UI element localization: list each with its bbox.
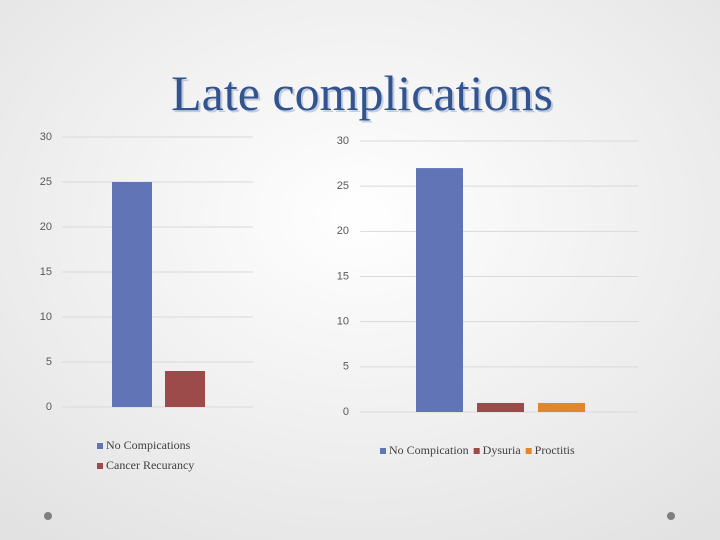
legend-label: Dysuria bbox=[483, 443, 522, 457]
bar bbox=[538, 402, 585, 412]
y-tick-label: 0 bbox=[343, 406, 349, 418]
y-tick-label: 25 bbox=[40, 176, 52, 188]
legend-swatch bbox=[97, 443, 103, 449]
legend-swatch bbox=[380, 448, 386, 454]
title-shadow: Late complications bbox=[173, 67, 555, 123]
bar bbox=[416, 168, 463, 412]
y-tick-label: 0 bbox=[46, 401, 52, 413]
legend-swatch bbox=[473, 448, 480, 454]
legend-swatch bbox=[97, 463, 103, 469]
y-tick-label: 10 bbox=[40, 311, 52, 323]
y-tick-label: 15 bbox=[337, 270, 349, 282]
y-tick-label: 20 bbox=[40, 221, 52, 233]
decoration-dot bbox=[667, 512, 675, 520]
y-tick-label: 25 bbox=[337, 180, 349, 192]
decoration-dot bbox=[44, 512, 52, 520]
legend-swatch bbox=[525, 448, 532, 454]
legend-label: Cancer Recurancy bbox=[106, 458, 194, 472]
y-tick-label: 30 bbox=[40, 131, 52, 143]
legend-label: No Compication bbox=[389, 443, 469, 457]
legend-label: No Compications bbox=[106, 438, 191, 452]
legend-label: Proctitis bbox=[535, 443, 575, 457]
y-tick-label: 10 bbox=[337, 316, 349, 328]
y-tick-label: 5 bbox=[46, 356, 52, 368]
bar bbox=[112, 182, 152, 407]
y-tick-label: 30 bbox=[337, 135, 349, 147]
y-tick-label: 20 bbox=[337, 225, 349, 237]
slide-title: Late complications bbox=[171, 65, 553, 121]
y-tick-label: 15 bbox=[40, 266, 52, 278]
bar bbox=[477, 402, 524, 412]
bar bbox=[165, 371, 205, 407]
y-tick-label: 5 bbox=[343, 361, 349, 373]
